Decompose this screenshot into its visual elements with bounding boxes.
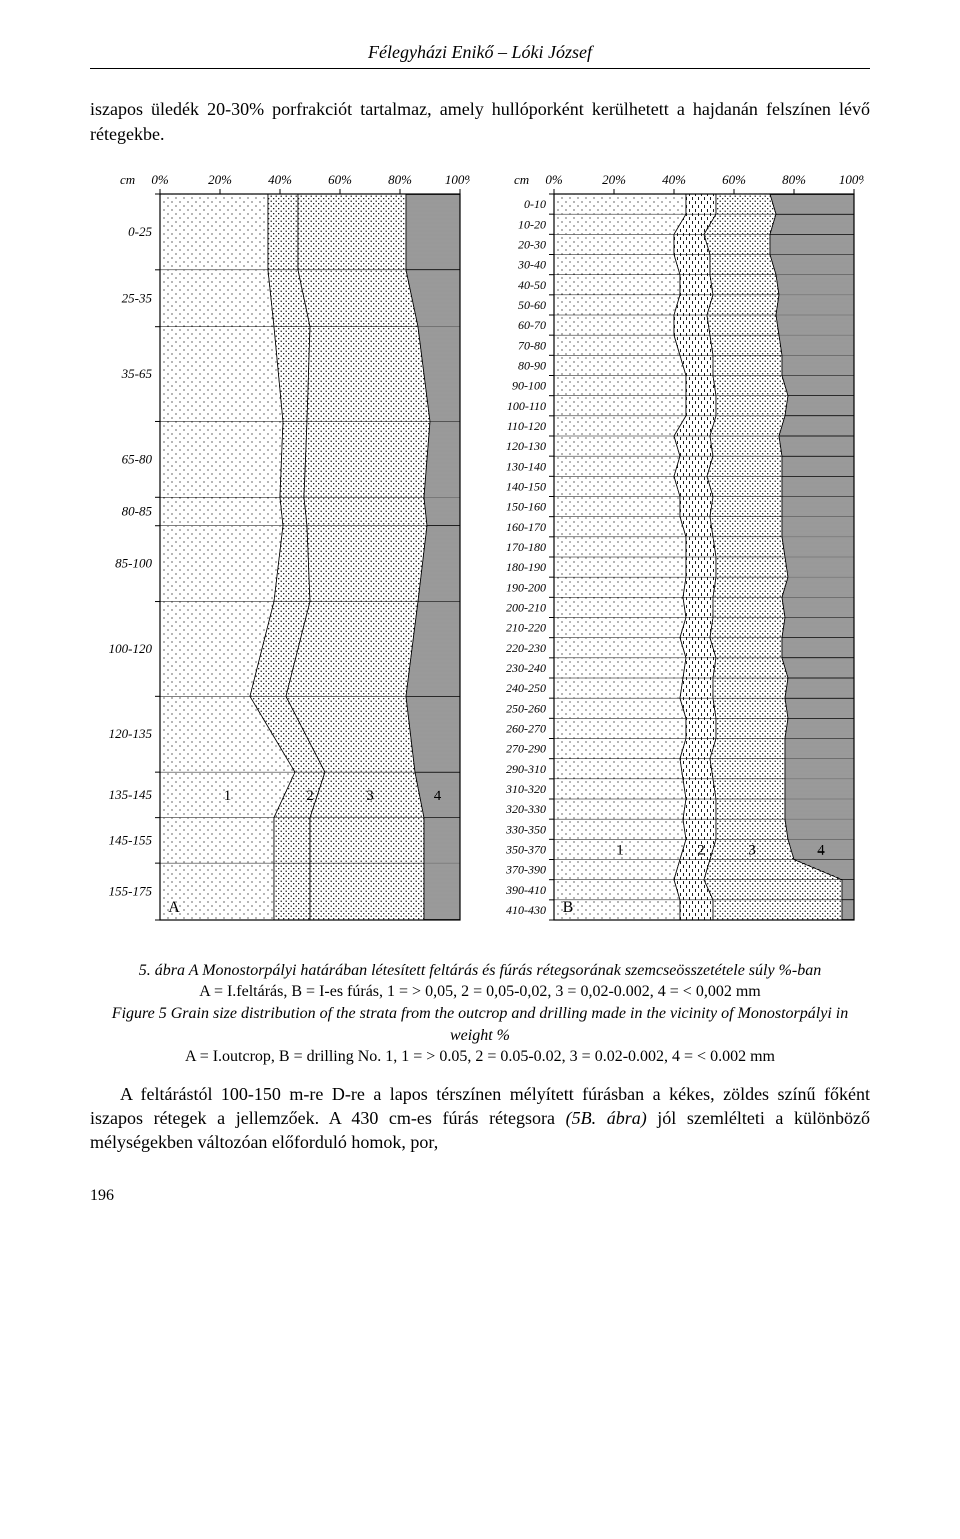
svg-text:2: 2 [306, 788, 314, 804]
svg-text:270-290: 270-290 [506, 741, 546, 755]
tail-fig-ref: (5B. ábra) [566, 1108, 647, 1128]
svg-text:145-155: 145-155 [109, 832, 153, 847]
svg-text:80-90: 80-90 [518, 358, 546, 372]
svg-text:60-70: 60-70 [518, 318, 546, 332]
svg-text:10-20: 10-20 [518, 217, 546, 231]
svg-text:220-230: 220-230 [506, 641, 546, 655]
svg-text:350-370: 350-370 [505, 842, 546, 856]
figure-5-caption: 5. ábra A Monostorpályi határában létesí… [110, 960, 850, 1068]
svg-text:65-80: 65-80 [122, 451, 153, 466]
svg-text:130-140: 130-140 [506, 459, 546, 473]
svg-text:210-220: 210-220 [506, 620, 546, 634]
svg-text:20%: 20% [602, 172, 626, 187]
svg-text:1: 1 [616, 842, 624, 858]
svg-text:0-10: 0-10 [524, 197, 546, 211]
svg-text:135-145: 135-145 [109, 787, 153, 802]
svg-text:390-410: 390-410 [505, 883, 546, 897]
caption-hu-1: 5. ábra A Monostorpályi határában létesí… [139, 962, 821, 979]
page-number: 196 [90, 1185, 870, 1207]
svg-text:90-100: 90-100 [512, 378, 546, 392]
figure-5: 0%20%40%60%80%100%cm0-2525-3535-6565-808… [90, 160, 870, 950]
svg-text:120-135: 120-135 [109, 726, 153, 741]
svg-text:100-120: 100-120 [109, 641, 153, 656]
svg-text:240-250: 240-250 [506, 681, 546, 695]
svg-text:3: 3 [366, 788, 374, 804]
tail-paragraph: A feltárástól 100-150 m-re D-re a lapos … [90, 1082, 870, 1155]
svg-text:370-390: 370-390 [505, 862, 546, 876]
svg-text:100-110: 100-110 [507, 399, 546, 413]
caption-hu-2: A = I.feltárás, B = I-es fúrás, 1 = > 0,… [199, 983, 760, 1000]
svg-text:A: A [168, 899, 180, 916]
svg-text:20%: 20% [208, 172, 232, 187]
svg-text:110-120: 110-120 [507, 419, 546, 433]
svg-text:35-65: 35-65 [121, 366, 153, 381]
svg-text:0%: 0% [545, 172, 563, 187]
running-head: Félegyházi Enikő – Lóki József [90, 40, 870, 69]
svg-text:cm: cm [120, 172, 135, 187]
svg-text:40%: 40% [268, 172, 292, 187]
svg-text:80%: 80% [388, 172, 412, 187]
svg-text:200-210: 200-210 [506, 600, 546, 614]
svg-text:100%: 100% [839, 172, 864, 187]
svg-text:160-170: 160-170 [506, 520, 546, 534]
svg-text:60%: 60% [328, 172, 352, 187]
svg-text:170-180: 170-180 [506, 540, 546, 554]
svg-text:B: B [563, 899, 574, 916]
svg-text:100%: 100% [445, 172, 470, 187]
svg-text:4: 4 [817, 842, 825, 858]
svg-text:230-240: 230-240 [506, 661, 546, 675]
svg-text:40-50: 40-50 [518, 278, 546, 292]
svg-text:140-150: 140-150 [506, 479, 546, 493]
panel-b: 0% 20% 40% 60% 80% 100% cm 0-10 10-20 20-30 30-40 4… [484, 160, 864, 950]
svg-text:320-330: 320-330 [505, 802, 546, 816]
svg-text:155-175: 155-175 [109, 883, 153, 898]
svg-text:40%: 40% [662, 172, 686, 187]
svg-text:80-85: 80-85 [122, 503, 153, 518]
svg-text:250-260: 250-260 [506, 701, 546, 715]
svg-text:cm: cm [514, 172, 529, 187]
svg-text:4: 4 [434, 788, 442, 804]
svg-text:25-35: 25-35 [122, 290, 153, 305]
svg-text:260-270: 260-270 [506, 721, 546, 735]
caption-en-1: Figure 5 Grain size distribution of the … [112, 1005, 848, 1044]
svg-text:2: 2 [697, 842, 705, 858]
svg-text:0-25: 0-25 [128, 224, 152, 239]
svg-text:20-30: 20-30 [518, 237, 546, 251]
svg-text:50-60: 50-60 [518, 298, 546, 312]
svg-text:3: 3 [748, 842, 756, 858]
svg-text:190-200: 190-200 [506, 580, 546, 594]
svg-text:150-160: 150-160 [506, 499, 546, 513]
caption-en-2: A = I.outcrop, B = drilling No. 1, 1 = >… [185, 1048, 775, 1065]
intro-paragraph: iszapos üledék 20-30% porfrakciót tartal… [90, 97, 870, 146]
svg-text:330-350: 330-350 [505, 822, 546, 836]
svg-text:30-40: 30-40 [517, 257, 546, 271]
svg-text:290-310: 290-310 [506, 762, 546, 776]
svg-text:410-430: 410-430 [506, 903, 546, 917]
svg-text:310-320: 310-320 [505, 782, 546, 796]
svg-text:180-190: 180-190 [506, 560, 546, 574]
svg-text:80%: 80% [782, 172, 806, 187]
svg-text:60%: 60% [722, 172, 746, 187]
svg-text:0%: 0% [151, 172, 169, 187]
svg-text:85-100: 85-100 [115, 556, 152, 571]
svg-text:1: 1 [224, 788, 232, 804]
svg-text:120-130: 120-130 [506, 439, 546, 453]
svg-text:70-80: 70-80 [518, 338, 546, 352]
panel-a: 0% 20% 40% 60% 80% 100% cm 0-25 25-35 35-65 65-80 8… [90, 160, 470, 950]
